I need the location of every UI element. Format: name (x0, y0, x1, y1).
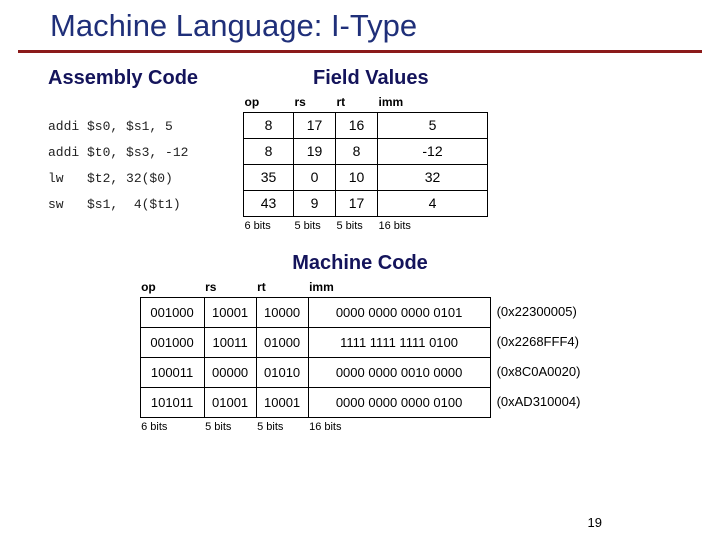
bits-5: 5 bits (294, 216, 336, 234)
bits-5: 5 bits (204, 417, 256, 435)
bits-16: 16 bits (308, 417, 490, 435)
machine-code-heading: Machine Code (292, 252, 428, 275)
asm-row: sw $s1, 4($t1) (48, 192, 243, 218)
table-row: 817165 (244, 112, 488, 138)
col-rt: rt (336, 94, 378, 112)
hex-value: (0x8C0A0020) (491, 357, 581, 387)
col-rs: rs (204, 279, 256, 297)
field-values-heading: Field Values (313, 67, 488, 90)
table-row: 00100010011010001111 1111 1111 0100 (140, 327, 490, 357)
col-rt: rt (256, 279, 308, 297)
col-op: op (244, 94, 294, 112)
col-op: op (140, 279, 204, 297)
table-row: 8198-12 (244, 138, 488, 164)
asm-row: addi $t0, $s3, -12 (48, 140, 243, 166)
col-rs: rs (294, 94, 336, 112)
col-imm: imm (378, 94, 488, 112)
hex-value: (0x22300005) (491, 297, 581, 327)
hex-value: (0xAD310004) (491, 387, 581, 417)
assembly-block: Assembly Code addi $s0, $s1, 5 addi $t0,… (48, 67, 243, 218)
machine-code-table: op rs rt imm 00100010001100000000 0000 0… (140, 279, 491, 435)
table-row: 439174 (244, 190, 488, 216)
assembly-heading: Assembly Code (48, 67, 243, 90)
upper-region: Assembly Code addi $s0, $s1, 5 addi $t0,… (48, 67, 720, 234)
bits-5: 5 bits (336, 216, 378, 234)
bits-5: 5 bits (256, 417, 308, 435)
hex-value: (0x2268FFF4) (491, 327, 581, 357)
col-imm: imm (308, 279, 490, 297)
bits-6: 6 bits (244, 216, 294, 234)
lower-region: Machine Code op rs rt imm 00100010001100… (0, 252, 720, 435)
page-number: 19 (588, 515, 602, 530)
field-values-block: Field Values op rs rt imm 817165 8198-12… (243, 67, 488, 234)
bits-6: 6 bits (140, 417, 204, 435)
asm-row: lw $t2, 32($0) (48, 166, 243, 192)
table-row: 00100010001100000000 0000 0000 0101 (140, 297, 490, 327)
asm-row: addi $s0, $s1, 5 (48, 114, 243, 140)
slide-title: Machine Language: I-Type (0, 0, 720, 50)
table-row: 3501032 (244, 164, 488, 190)
field-values-table: op rs rt imm 817165 8198-12 3501032 4391… (243, 94, 488, 234)
table-row: 10001100000010100000 0000 0010 0000 (140, 357, 490, 387)
title-underline (18, 50, 702, 53)
table-row: 10101101001100010000 0000 0000 0100 (140, 387, 490, 417)
bits-16: 16 bits (378, 216, 488, 234)
hex-column: (0x22300005) (0x2268FFF4) (0x8C0A0020) (… (491, 279, 581, 417)
